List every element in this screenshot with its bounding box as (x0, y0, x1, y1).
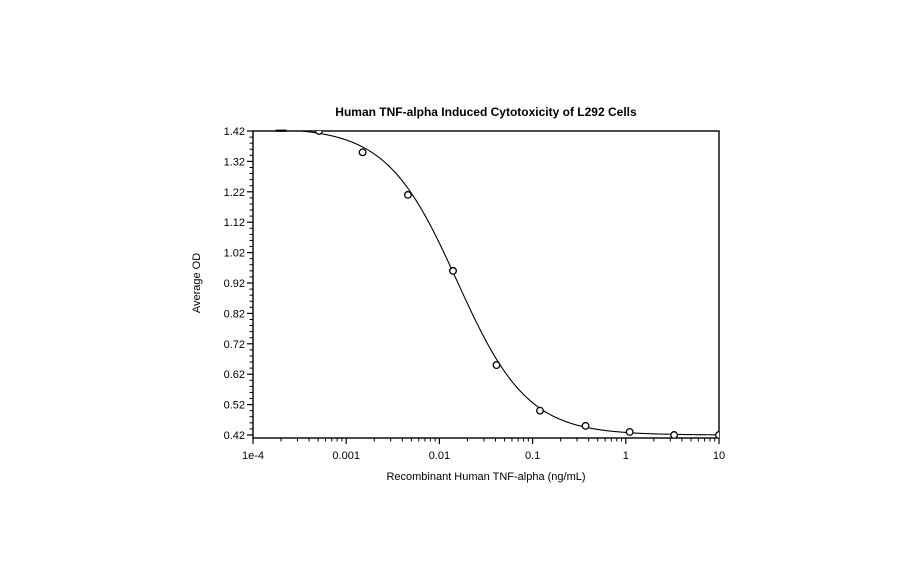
x-tick-label: 1e-4 (242, 450, 264, 462)
data-point (581, 421, 590, 430)
data-point (715, 431, 719, 438)
y-tick-label: 1.12 (224, 217, 245, 229)
y-tick-label: 1.32 (224, 156, 245, 168)
x-axis-title: Recombinant Human TNF-alpha (ng/mL) (386, 471, 586, 483)
data-point (449, 266, 457, 275)
x-tick-label: 0.1 (525, 450, 540, 462)
data-point (314, 131, 323, 135)
fit-curve (295, 131, 719, 436)
x-tick-label: 1 (623, 450, 629, 462)
y-tick-label: 0.42 (224, 430, 245, 442)
y-tick-label: 0.62 (224, 369, 245, 381)
chart-title: Human TNF-alpha Induced Cytotoxicity of … (335, 105, 637, 119)
y-tick-label: 0.72 (224, 339, 245, 351)
data-point (625, 428, 634, 436)
y-tick-label: 0.82 (224, 308, 245, 320)
y-tick-label: 0.52 (224, 400, 245, 412)
x-tick-label: 0.01 (429, 450, 450, 462)
plot-border (252, 130, 720, 439)
x-tick-label: 10 (713, 450, 725, 462)
y-tick-label: 1.02 (224, 248, 245, 260)
data-point (670, 431, 679, 438)
x-tick-label: 0.001 (332, 450, 360, 462)
y-tick-label: 0.92 (224, 278, 245, 290)
data-point (492, 361, 501, 370)
data-point (404, 190, 412, 199)
y-tick-label: 1.42 (224, 126, 245, 138)
data-point (536, 406, 544, 415)
data-point (358, 148, 367, 157)
y-tick-label: 1.22 (224, 187, 245, 199)
